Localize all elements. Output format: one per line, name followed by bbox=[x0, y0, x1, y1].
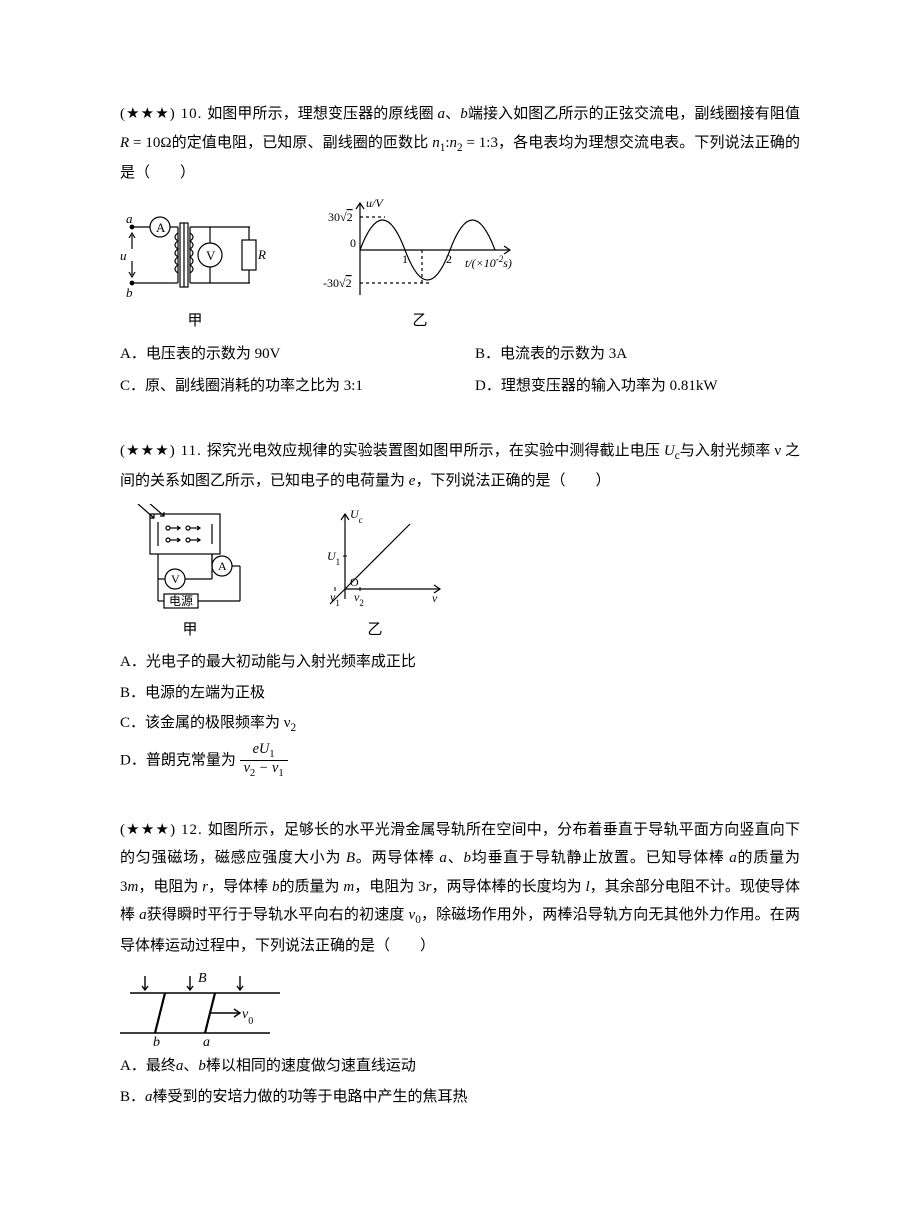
label-b: b bbox=[153, 1035, 160, 1048]
q12-stem: (★★★) 12. 如图所示，足够长的水平光滑金属导轨所在空间中，分布着垂直于导… bbox=[120, 816, 800, 960]
origin-O: O bbox=[350, 575, 359, 589]
label-a: a bbox=[203, 1035, 210, 1048]
q11-fig1-caption: 甲 bbox=[120, 616, 260, 645]
rails-svg: B b a v0 bbox=[120, 968, 290, 1048]
q10-choice-B: B．电流表的示数为 3A bbox=[475, 340, 800, 369]
x-label: ν bbox=[432, 591, 438, 605]
q10-prefix: (★★★) 10. bbox=[120, 106, 207, 122]
v1-label: ν1 bbox=[330, 590, 340, 608]
ytick-top: 30√2 bbox=[328, 210, 353, 224]
label-B: B bbox=[198, 971, 207, 986]
q10-figures: a b u A V R 甲 bbox=[120, 195, 800, 336]
label-V: V bbox=[206, 248, 216, 263]
label-u: u bbox=[120, 248, 127, 263]
v2-label: ν2 bbox=[354, 590, 364, 608]
label-b: b bbox=[126, 285, 133, 300]
q12-prefix: (★★★) 12. bbox=[120, 822, 208, 838]
q11-fig-circuit: V A 电源 甲 bbox=[120, 504, 260, 645]
q11-stem: (★★★) 11. 探究光电效应规律的实验装置图如图甲所示，在实验中测得截止电压… bbox=[120, 437, 800, 496]
label-v0: v0 bbox=[242, 1007, 253, 1027]
q10-choices: A．电压表的示数为 90V B．电流表的示数为 3A C．原、副线圈消耗的功率之… bbox=[120, 340, 800, 401]
label-A: A bbox=[156, 220, 166, 235]
y-axis-label: u/V bbox=[366, 196, 384, 210]
q11-choice-A: A．光电子的最大初动能与入射光频率成正比 bbox=[120, 648, 800, 677]
q11-prefix: (★★★) 11. bbox=[120, 443, 207, 459]
q11-text: 探究光电效应规律的实验装置图如图甲所示，在实验中测得截止电压 Uc与入射光频率 … bbox=[120, 443, 800, 489]
q12-fig: B b a v0 bbox=[120, 968, 290, 1048]
label-R: R bbox=[257, 247, 266, 262]
q11-figures: V A 电源 甲 bbox=[120, 504, 800, 645]
q11-fig2-caption: 乙 bbox=[300, 616, 450, 645]
q10-fig2-caption: 乙 bbox=[310, 307, 530, 336]
question-11: (★★★) 11. 探究光电效应规律的实验装置图如图甲所示，在实验中测得截止电压… bbox=[120, 437, 800, 780]
q12-choice-B: B．a棒受到的安培力做的功等于电路中产生的焦耳热 bbox=[120, 1083, 800, 1112]
question-12: (★★★) 12. 如图所示，足够长的水平光滑金属导轨所在空间中，分布着垂直于导… bbox=[120, 816, 800, 1111]
uc-nu-svg: Uc ν U1 O ν1 ν2 bbox=[300, 504, 450, 614]
q11-choices: A．光电子的最大初动能与入射光频率成正比 B．电源的左端为正极 C．该金属的极限… bbox=[120, 648, 800, 780]
q11-fig-graph: Uc ν U1 O ν1 ν2 乙 bbox=[300, 504, 450, 645]
q11-choice-C: C．该金属的极限频率为 ν2 bbox=[120, 709, 800, 739]
q11-choice-D: D．普朗克常量为 eU1 ν2 − ν1 bbox=[120, 742, 800, 780]
q12-choice-A: A．最终a、b棒以相同的速度做匀速直线运动 bbox=[120, 1052, 800, 1081]
q10-text: 如图甲所示，理想变压器的原线圈 a、b端接入如图乙所示的正弦交流电，副线圈接有阻… bbox=[120, 106, 800, 181]
label-A: A bbox=[218, 559, 227, 573]
q10-choice-D: D．理想变压器的输入功率为 0.81kW bbox=[475, 372, 800, 401]
q10-fig1-caption: 甲 bbox=[120, 307, 270, 336]
photocell-svg: V A 电源 bbox=[120, 504, 260, 614]
x-axis-label: t/(×10-2s) bbox=[465, 254, 512, 270]
q10-choice-C: C．原、副线圈消耗的功率之比为 3:1 bbox=[120, 372, 445, 401]
q12-figure: B b a v0 bbox=[120, 968, 800, 1048]
q10-fig-transformer: a b u A V R 甲 bbox=[120, 205, 270, 336]
xtick-2: 2 bbox=[446, 252, 452, 266]
xtick-1: 1 bbox=[402, 252, 408, 266]
ytick-bot: -30√2 bbox=[323, 276, 352, 290]
q12-text: 如图所示，足够长的水平光滑金属导轨所在空间中，分布着垂直于导轨平面方向竖直向下的… bbox=[120, 822, 800, 954]
label-V: V bbox=[171, 572, 180, 586]
q10-stem: (★★★) 10. 如图甲所示，理想变压器的原线圈 a、b端接入如图乙所示的正弦… bbox=[120, 100, 800, 187]
label-a: a bbox=[126, 211, 133, 226]
transformer-svg: a b u A V R bbox=[120, 205, 270, 305]
y-label: Uc bbox=[350, 507, 363, 525]
question-10: (★★★) 10. 如图甲所示，理想变压器的原线圈 a、b端接入如图乙所示的正弦… bbox=[120, 100, 800, 401]
U1-label: U1 bbox=[327, 549, 340, 567]
q12-choices: A．最终a、b棒以相同的速度做匀速直线运动 B．a棒受到的安培力做的功等于电路中… bbox=[120, 1052, 800, 1111]
q11-choice-B: B．电源的左端为正极 bbox=[120, 679, 800, 708]
origin-zero: 0 bbox=[350, 236, 356, 250]
q10-choice-A: A．电压表的示数为 90V bbox=[120, 340, 445, 369]
q10-fig-sine: u/V 30√2 -30√2 0 1 2 t/(×10-2s) 乙 bbox=[310, 195, 530, 336]
sine-svg: u/V 30√2 -30√2 0 1 2 t/(×10-2s) bbox=[310, 195, 530, 305]
label-source: 电源 bbox=[169, 594, 193, 608]
